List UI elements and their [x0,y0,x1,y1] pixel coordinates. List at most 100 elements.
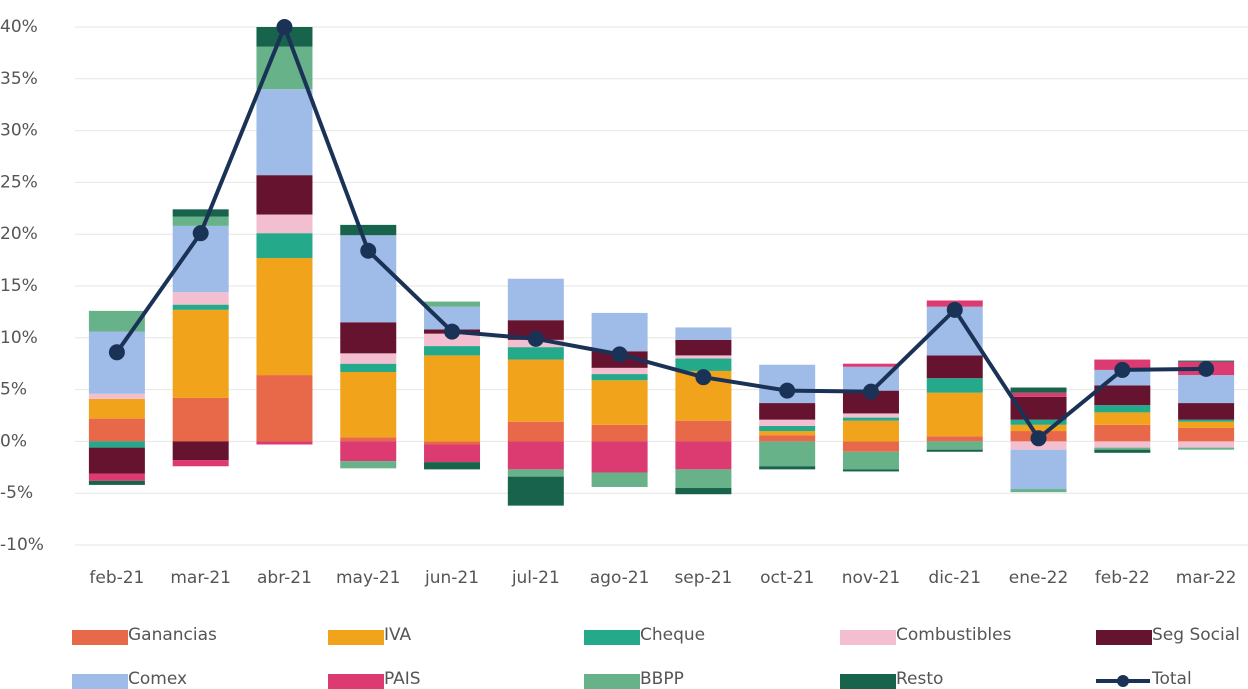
legend-swatch [72,674,128,689]
bar-segment [591,441,648,473]
legend-swatch [584,674,640,689]
x-tick-label: feb-22 [1095,568,1150,588]
bar-segment [507,469,564,477]
bar-segment [88,441,145,448]
bar-segment [88,398,145,419]
bar-segment [926,441,983,450]
bar-segment [1094,385,1151,406]
bar-segment [759,466,816,470]
bar-segment [172,292,229,305]
bar-segment [926,449,983,452]
y-tick-label: 20% [0,224,38,244]
bar-segment [675,339,732,356]
bar-segment [675,358,732,371]
bar-segment [1178,403,1235,420]
bar-segment [759,441,816,467]
bar-segment [256,441,313,445]
bar-segment [340,437,397,442]
legend-label: Cheque [640,625,705,645]
bar-segment [591,424,648,442]
total-point [862,383,879,400]
legend-label: Comex [128,669,187,689]
bar-segment [842,417,899,421]
bar-segment [340,363,397,372]
bar-segment [842,390,899,414]
bar-segment [591,312,648,352]
bar-segment [88,447,145,474]
total-point [276,19,293,35]
total-line [115,21,1207,442]
bar-segment [172,304,229,310]
bar-segment [424,346,481,356]
bar-segment [172,216,229,226]
total-point [1114,361,1131,378]
x-tick-label: feb-21 [89,568,144,588]
bar-segment [256,258,313,376]
bar-segment [1178,441,1235,448]
bar-segment [256,27,313,47]
bar-segment [675,441,732,470]
bar-segment [172,209,229,217]
bar-segment [759,403,816,420]
bar-segment [926,378,983,393]
bar-segment [424,441,481,445]
bar-segment [1178,375,1235,404]
bar-segment [675,469,732,489]
x-tick-label: sep-21 [674,568,732,588]
bar-segment [256,89,313,176]
legend-label: BBPP [640,669,684,689]
bar-segment [88,310,145,332]
x-tick-label: ago-21 [590,568,650,588]
bar-segment [88,473,145,481]
bar-segment [759,425,816,432]
legend-swatch [584,630,640,645]
y-tick-label: 35% [0,69,38,89]
bar-segment [507,347,564,360]
bar-segment [591,472,648,487]
bar-segment [591,380,648,425]
bar-segment [172,460,229,467]
bar-segment [591,374,648,381]
total-point [527,330,544,347]
bar-segment [256,375,313,442]
bar-segment [88,393,145,399]
y-tick-label: 5% [0,380,27,400]
legend-label: Combustibles [896,625,1012,645]
bar-segment [340,371,397,438]
total-point [611,346,628,363]
y-tick-label: 30% [0,121,38,141]
bar-segment [507,320,564,340]
legend-swatch [328,630,384,645]
bar-segment [507,278,564,321]
bar-segment [842,420,899,442]
bar-segment [1094,405,1151,413]
bar-segment [424,301,481,307]
bar-segment [507,476,564,506]
bar-segment [88,480,145,485]
x-tick-label: abr-21 [257,568,312,588]
bar-segment [926,392,983,437]
total-point [192,225,209,242]
bar-segment [1094,424,1151,442]
bar-segment [172,309,229,398]
bar-segment [675,327,732,340]
bar-segment [1010,424,1067,432]
bar-segment [1178,447,1235,450]
total-point [779,382,796,399]
legend-swatch [72,630,128,645]
legend-swatch [328,674,384,689]
legend-label: Resto [896,669,943,689]
bar-segment [340,322,397,354]
bar-segment [340,224,397,236]
y-tick-label: 40% [0,17,38,37]
total-point [946,301,963,318]
legend-dot [1117,675,1129,687]
bar-segment [842,469,899,472]
y-tick-label: -5% [0,483,33,503]
bar-segment [1010,392,1067,397]
bar-segment [1010,419,1067,425]
bar-segment [340,353,397,364]
bar-segment [424,462,481,470]
bar-segment [1178,419,1235,422]
